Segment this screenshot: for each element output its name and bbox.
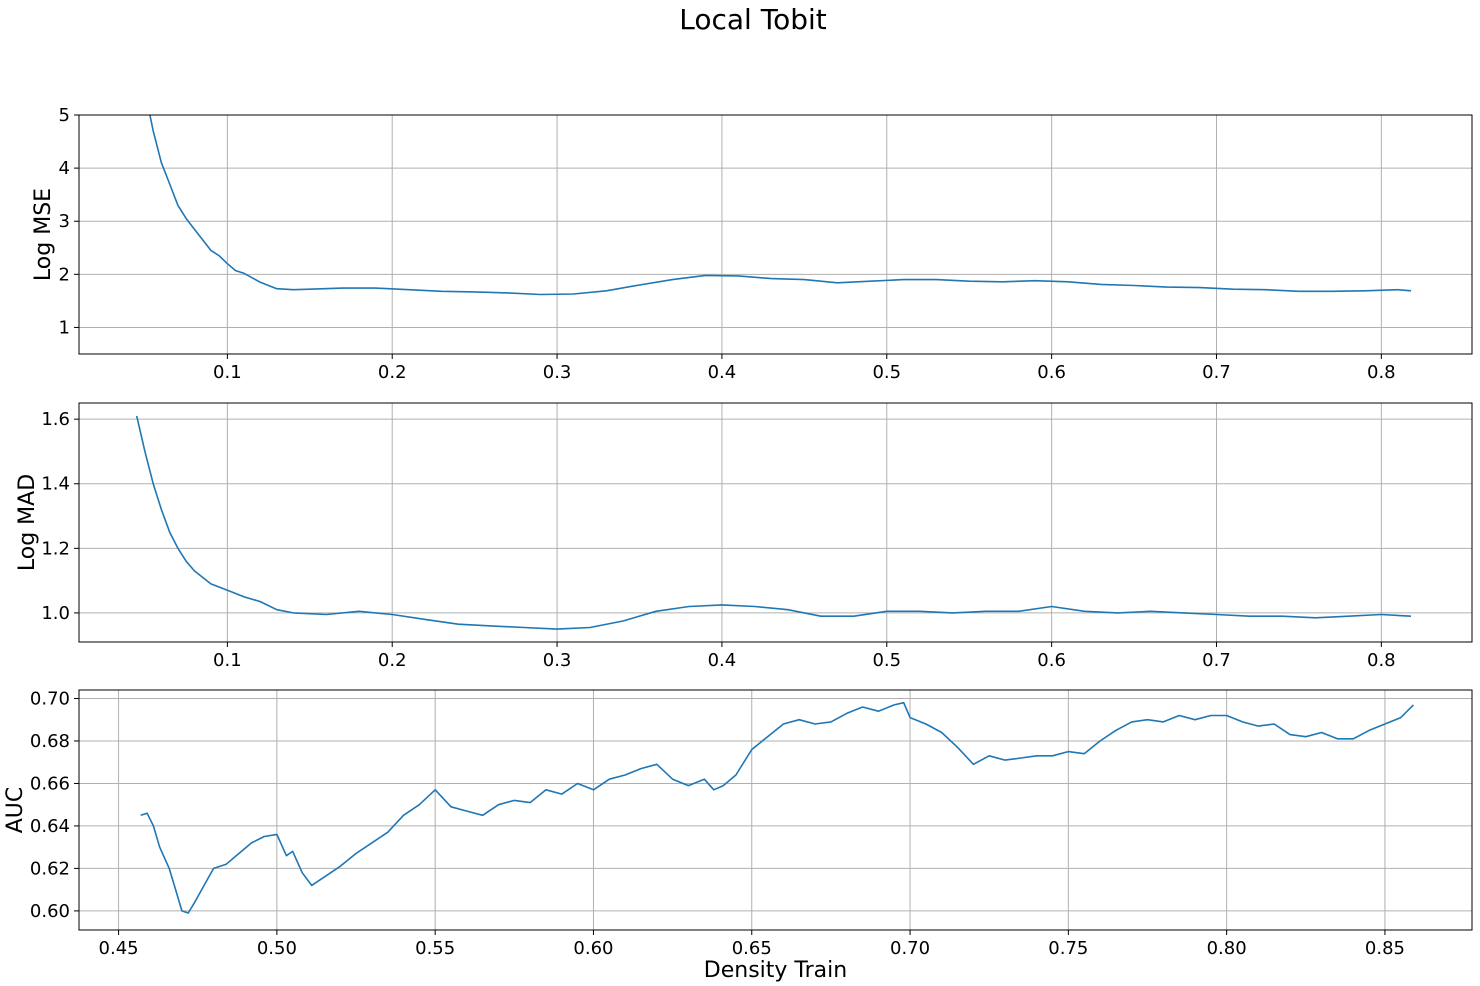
x-tick-label: 0.3 (543, 650, 572, 671)
x-tick-label: 0.5 (872, 362, 901, 383)
x-tick-label: 0.1 (213, 362, 242, 383)
log-mse-plot: 0.1 0.2 0.3 0.4 0.5 0.6 0.7 0.8 1 2 3 4 5 Log MSE (31, 105, 1473, 383)
x-tick-label: 0.50 (257, 938, 297, 959)
y-tick-label: 0.64 (30, 816, 70, 837)
x-tick-label: 0.4 (708, 650, 737, 671)
y-tick-label: 0.68 (30, 731, 70, 752)
x-tick-label: 0.6 (1037, 650, 1066, 671)
x-tick-label: 0.7 (1202, 362, 1231, 383)
axes-frame (78, 114, 1473, 355)
series-line (140, 701, 1414, 914)
log-mad-plot: 0.1 0.2 0.3 0.4 0.5 0.6 0.7 0.8 1.0 1.2 1.4 1.6 Log … (15, 402, 1473, 671)
x-tick-label: 0.75 (1048, 938, 1088, 959)
figure-title: Local Tobit (679, 3, 827, 36)
y-axis-label: Log MAD (15, 474, 40, 571)
y-tick-label: 1.6 (41, 409, 70, 430)
x-tick-label: 0.7 (1202, 650, 1231, 671)
y-tick-label: 0.66 (30, 773, 70, 794)
auc-plot: 0.45 0.50 0.55 0.60 0.65 0.70 0.75 0.80 0.85 0.60… (3, 688, 1473, 983)
x-tick-label: 0.55 (415, 938, 455, 959)
x-tick-label: 0.1 (213, 650, 242, 671)
y-tick-label: 3 (59, 211, 70, 232)
x-tick-label: 0.65 (732, 938, 772, 959)
x-tick-label: 0.6 (1037, 362, 1066, 383)
x-tick-label: 0.4 (708, 362, 737, 383)
x-axis-label: Density Train (704, 958, 847, 983)
series-line (149, 115, 1412, 296)
axes-frame (78, 689, 1473, 931)
x-tick-label: 0.70 (890, 938, 930, 959)
x-tick-label: 0.80 (1207, 938, 1247, 959)
x-tick-label: 0.45 (99, 938, 139, 959)
x-tick-label: 0.3 (543, 362, 572, 383)
x-tick-label: 0.85 (1365, 938, 1405, 959)
y-tick-label: 4 (59, 158, 70, 179)
y-tick-label: 0.60 (30, 901, 70, 922)
x-tick-label: 0.2 (378, 362, 407, 383)
x-tick-label: 0.5 (872, 650, 901, 671)
y-tick-label: 2 (59, 264, 70, 285)
x-tick-label: 0.8 (1367, 362, 1396, 383)
axes-frame (78, 402, 1473, 643)
y-tick-label: 1.2 (41, 538, 70, 559)
y-axis-label: Log MSE (31, 188, 56, 281)
y-tick-label: 0.62 (30, 858, 70, 879)
y-tick-label: 1 (59, 317, 70, 338)
x-tick-label: 0.2 (378, 650, 407, 671)
y-axis-label: AUC (3, 787, 28, 834)
y-tick-label: 1.4 (41, 474, 70, 495)
x-tick-label: 0.8 (1367, 650, 1396, 671)
y-tick-label: 0.70 (30, 688, 70, 709)
y-tick-label: 5 (59, 105, 70, 126)
x-tick-label: 0.60 (573, 938, 613, 959)
series-line (135, 415, 1412, 630)
y-tick-label: 1.0 (41, 603, 70, 624)
